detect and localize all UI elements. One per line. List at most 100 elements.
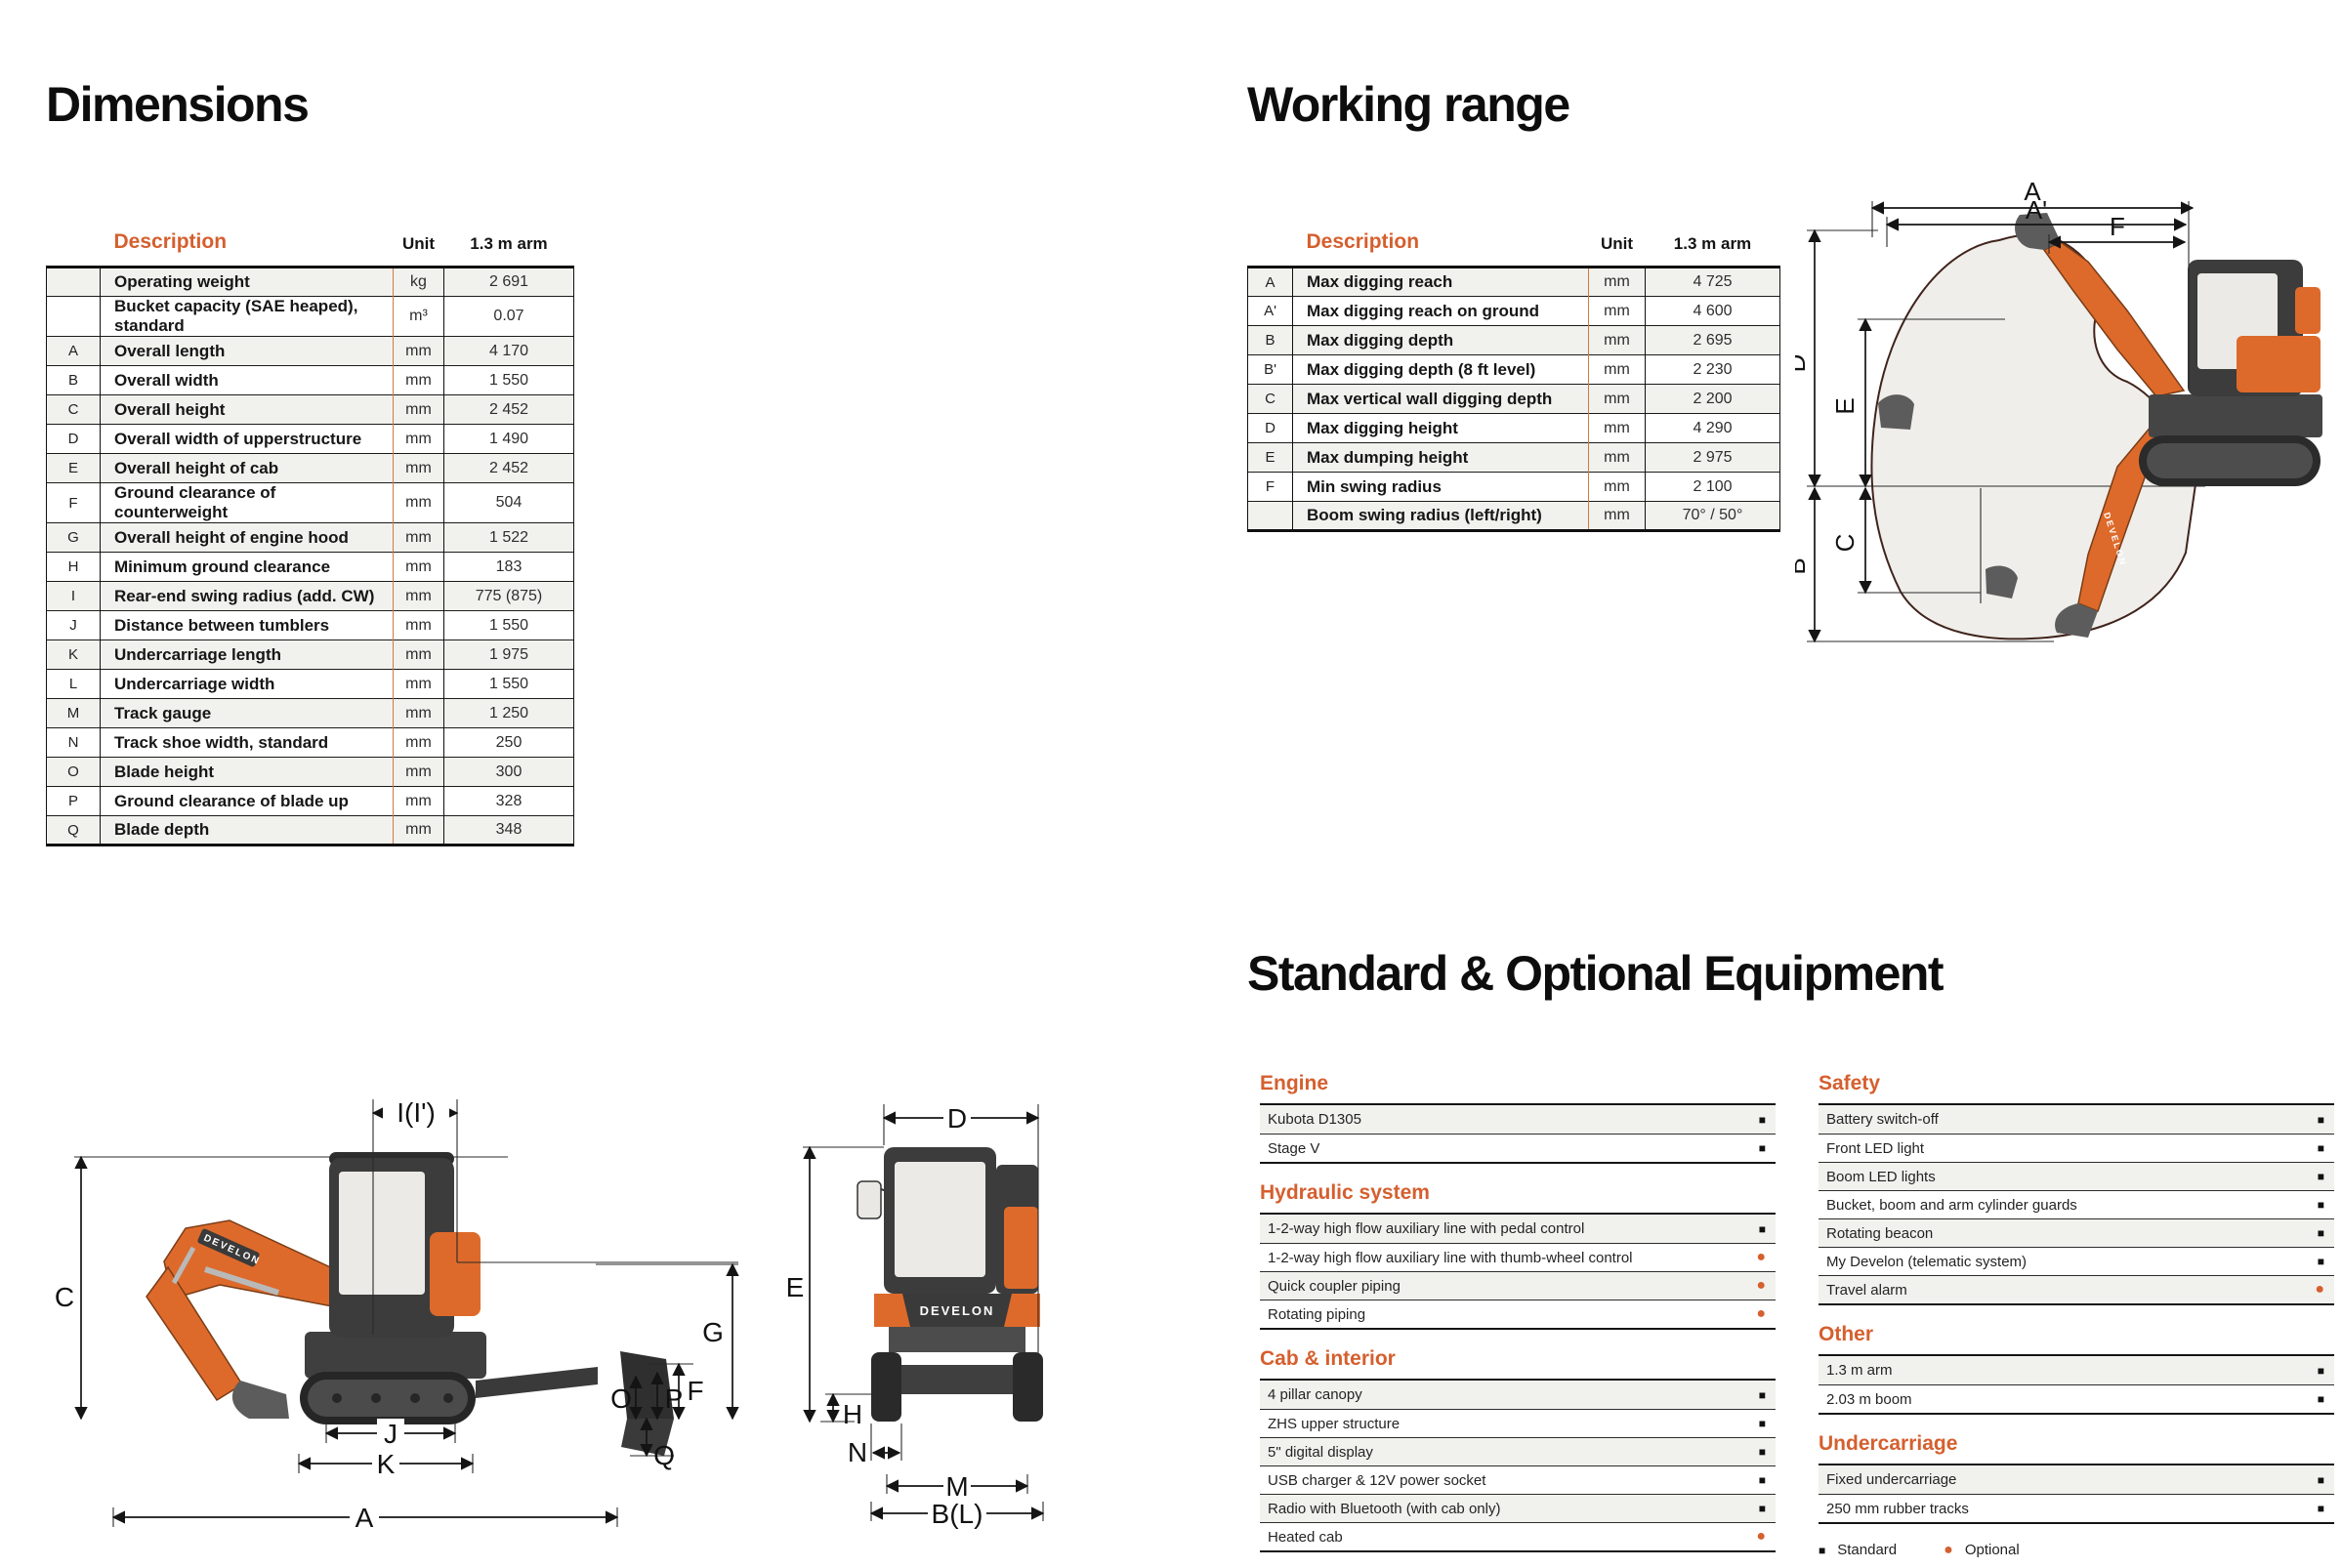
row-unit: mm — [1588, 325, 1646, 355]
working-range-dimension-lines: A A' F D E B C — [1795, 177, 2195, 643]
working-range-table: Description Unit 1.3 m arm A Max digging… — [1247, 230, 1780, 532]
row-unit: mm — [1588, 267, 1646, 297]
availability-marker: ■ — [1758, 1473, 1766, 1487]
section-title: Undercarriage — [1819, 1432, 1958, 1455]
row-value: 328 — [443, 786, 574, 816]
row-key: A' — [1247, 296, 1293, 326]
row-key — [46, 296, 101, 337]
legend-optional-label: Optional — [1964, 1542, 2020, 1558]
equipment-item-label: Travel alarm — [1826, 1281, 1907, 1299]
table-row: D Overall width of upperstructure mm 1 4… — [46, 424, 574, 454]
track-inner — [308, 1380, 468, 1417]
row-unit: mm — [1588, 501, 1646, 532]
row-value: 2 691 — [443, 267, 574, 297]
availability-marker: ■ — [1758, 1112, 1766, 1127]
row-description: Max digging height — [1292, 413, 1589, 443]
left-orange-panel — [874, 1294, 910, 1327]
row-unit: mm — [393, 522, 444, 553]
availability-marker: ● — [2315, 1281, 2324, 1298]
equipment-item-label: Rotating beacon — [1826, 1224, 1934, 1242]
legend-optional: ● Optional — [1944, 1542, 2020, 1558]
equipment-legend: ■ Standard ● Optional — [1819, 1542, 2334, 1558]
equipment-left-column: Engine Kubota D1305 ■ Stage V ■ Hydrauli… — [1260, 1072, 1776, 1568]
row-description: Max digging reach on ground — [1292, 296, 1589, 326]
roller — [443, 1393, 453, 1403]
row-description: Overall width — [100, 365, 394, 395]
table-row: C Max vertical wall digging depth mm 2 2… — [1247, 384, 1780, 414]
row-unit: mm — [393, 727, 444, 758]
table-row: L Undercarriage width mm 1 550 — [46, 669, 574, 699]
table-row: A' Max digging reach on ground mm 4 600 — [1247, 296, 1780, 326]
row-description: Boom swing radius (left/right) — [1292, 501, 1589, 532]
row-description: Undercarriage width — [100, 669, 394, 699]
equipment-item-label: Stage V — [1268, 1139, 1320, 1157]
table-row: D Max digging height mm 4 290 — [1247, 413, 1780, 443]
dim-label-o: O — [610, 1383, 632, 1414]
table-row: B Overall width mm 1 550 — [46, 365, 574, 395]
row-unit: mm — [393, 394, 444, 425]
dim-label-f: F — [687, 1376, 703, 1406]
roller — [410, 1393, 420, 1403]
table-row: C Overall height mm 2 452 — [46, 394, 574, 425]
cab-window — [339, 1172, 425, 1295]
row-value: 250 — [443, 727, 574, 758]
row-value: 4 725 — [1645, 267, 1780, 297]
row-value: 2 200 — [1645, 384, 1780, 414]
section-title: Other — [1819, 1323, 1874, 1345]
availability-marker: ■ — [2317, 1472, 2324, 1487]
optional-marker-icon: ● — [1944, 1541, 1953, 1558]
row-value: 2 100 — [1645, 472, 1780, 502]
equipment-item-label: Heated cab — [1268, 1528, 1343, 1546]
base-frame — [2149, 394, 2322, 437]
row-description: Track gauge — [100, 698, 394, 728]
equipment-section-cab-interior: Cab & interior 4 pillar canopy ■ ZHS upp… — [1260, 1347, 1776, 1552]
availability-marker: ■ — [1758, 1141, 1766, 1155]
equipment-item: My Develon (telematic system) ■ — [1819, 1247, 2334, 1275]
table-row: A Max digging reach mm 4 725 — [1247, 267, 1780, 297]
equipment-item-label: Kubota D1305 — [1268, 1111, 1361, 1128]
row-unit: mm — [393, 424, 444, 454]
row-description: Blade height — [100, 757, 394, 787]
row-description: Rear-end swing radius (add. CW) — [100, 581, 394, 611]
row-key: A — [46, 336, 101, 366]
working-range-title: Working range — [1247, 77, 1570, 132]
section-title: Cab & interior — [1260, 1347, 1396, 1370]
row-key: Q — [46, 815, 101, 846]
equipment-item-label: 2.03 m boom — [1826, 1390, 1912, 1408]
row-key — [46, 267, 101, 297]
row-description: Max dumping height — [1292, 442, 1589, 473]
row-unit: mm — [1588, 413, 1646, 443]
equipment-item: Battery switch-off ■ — [1819, 1105, 2334, 1134]
standard-marker-icon: ■ — [1819, 1543, 1826, 1557]
row-key: E — [46, 453, 101, 483]
dim-label-g: G — [702, 1317, 724, 1347]
equipment-item: Boom LED lights ■ — [1819, 1162, 2334, 1190]
row-unit: mm — [1588, 442, 1646, 473]
table-row: H Minimum ground clearance mm 183 — [46, 552, 574, 582]
dimensions-table: Description Unit 1.3 m arm Operating wei… — [46, 230, 574, 846]
side-view-dimension-diagram: DEVELON I(I') C G F — [55, 1097, 739, 1533]
equipment-item: 1-2-way high flow auxiliary line with pe… — [1260, 1215, 1776, 1243]
row-description: Operating weight — [100, 267, 394, 297]
unit-column-header: Unit — [393, 230, 444, 268]
row-value: 2 230 — [1645, 354, 1780, 385]
row-key: I — [46, 581, 101, 611]
table-row: I Rear-end swing radius (add. CW) mm 775… — [46, 581, 574, 611]
equipment-item: Fixed undercarriage ■ — [1819, 1465, 2334, 1494]
dim-label-f: F — [2110, 212, 2125, 241]
availability-marker: ■ — [1758, 1502, 1766, 1515]
row-key: N — [46, 727, 101, 758]
dim-label-n: N — [848, 1437, 867, 1467]
equipment-item-label: Quick coupler piping — [1268, 1277, 1401, 1295]
equipment-item: USB charger & 12V power socket ■ — [1260, 1465, 1776, 1494]
equipment-item-label: Battery switch-off — [1826, 1111, 1939, 1128]
equipment-item-label: Front LED light — [1826, 1139, 1925, 1157]
row-key: J — [46, 610, 101, 640]
availability-marker: ■ — [1758, 1387, 1766, 1402]
description-column-header: Description — [100, 230, 394, 268]
equipment-item-label: Radio with Bluetooth (with cab only) — [1268, 1500, 1501, 1517]
row-description: Max digging depth (8 ft level) — [1292, 354, 1589, 385]
equipment-item-label: 1-2-way high flow auxiliary line with pe… — [1268, 1220, 1585, 1237]
bucket-max-reach — [1878, 394, 1914, 430]
